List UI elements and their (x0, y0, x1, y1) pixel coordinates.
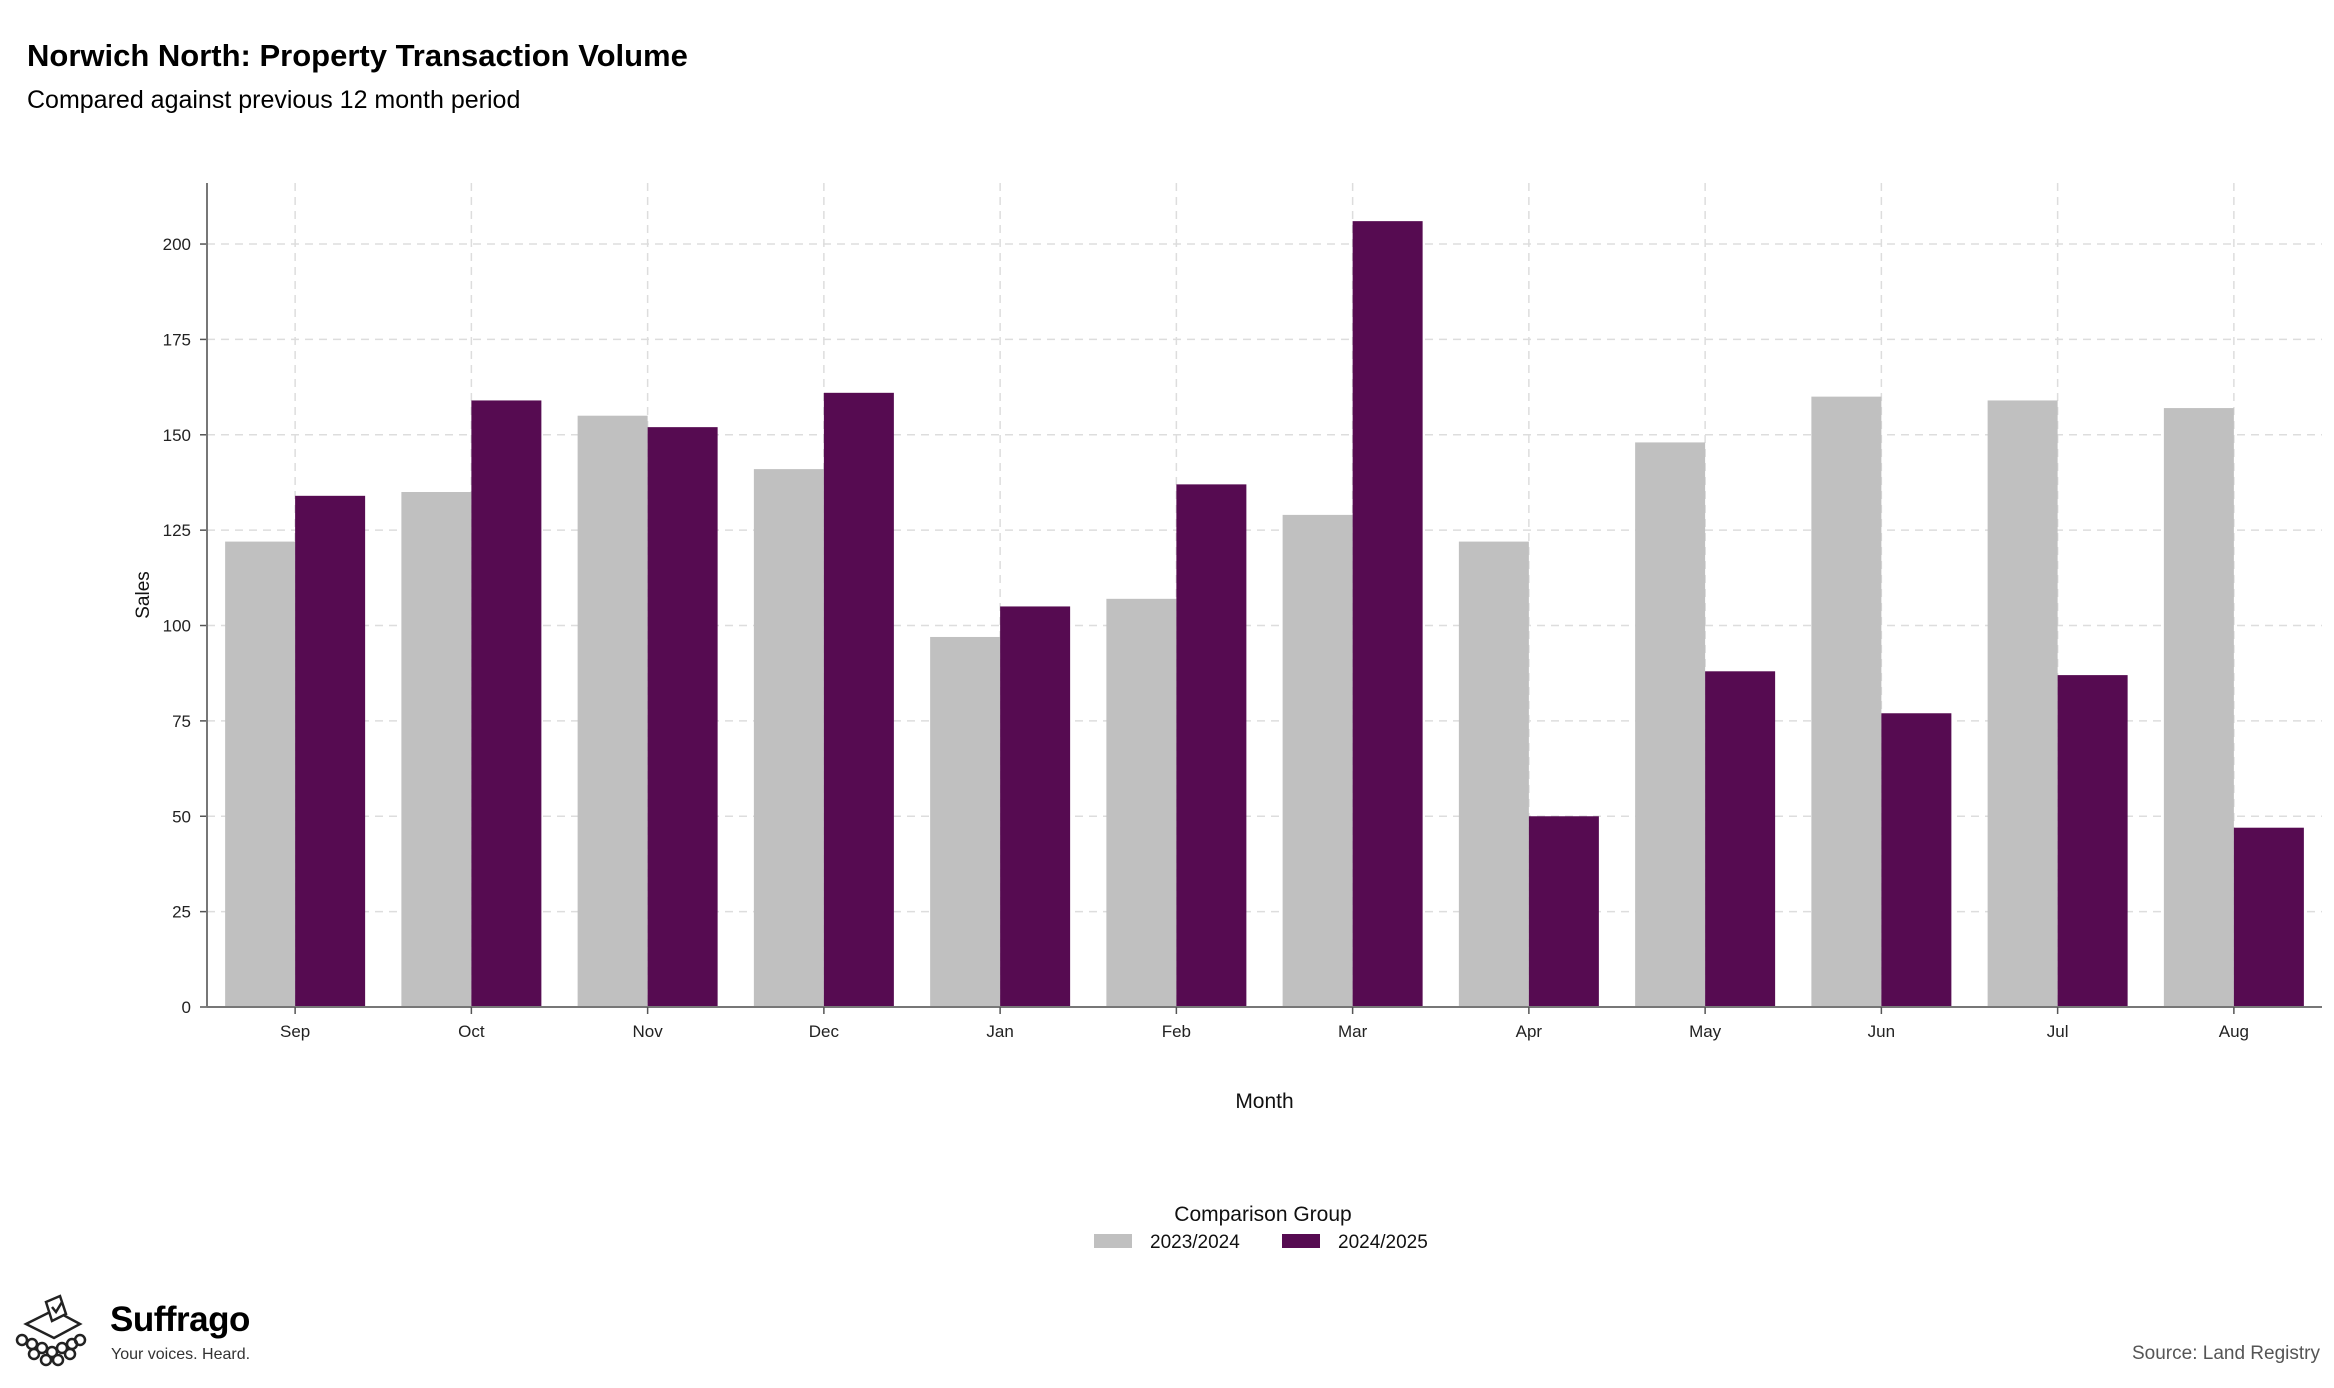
y-tick-label: 0 (182, 998, 191, 1017)
bar-2023-2024-apr (1458, 541, 1529, 1007)
bar-2024-2025-mar (1352, 221, 1423, 1008)
brand-name: Suffrago (110, 1300, 250, 1339)
chart-subtitle: Compared against previous 12 month perio… (27, 86, 521, 114)
bar-2024-2025-jul (2057, 675, 2128, 1007)
x-tick-label: Jan (986, 1022, 1013, 1041)
bar-2024-2025-jan (1000, 606, 1071, 1007)
bar-2023-2024-jun (1811, 396, 1882, 1007)
legend-label: 2023/2024 (1150, 1232, 1240, 1253)
x-tick-label: Nov (633, 1022, 664, 1041)
bar-2023-2024-dec (753, 469, 824, 1008)
bar-2023-2024-mar (1282, 514, 1353, 1007)
ballot-box-logo-icon (15, 1294, 87, 1367)
bar-2023-2024-nov (577, 415, 648, 1007)
y-axis-title: Sales (133, 571, 154, 619)
x-tick-label: Sep (280, 1022, 310, 1041)
brand-tagline: Your voices. Heard. (111, 1346, 251, 1363)
bar-2023-2024-feb (1106, 598, 1177, 1007)
bar-2023-2024-aug (2163, 408, 2234, 1007)
y-tick-label: 150 (163, 426, 191, 445)
y-tick-label: 100 (163, 617, 191, 636)
legend-label: 2024/2025 (1338, 1232, 1428, 1253)
x-tick-label: May (1689, 1022, 1722, 1041)
bar-2023-2024-jan (930, 636, 1001, 1007)
bar-2024-2025-jun (1881, 713, 1952, 1007)
bar-2024-2025-dec (823, 392, 894, 1007)
source-note: Source: Land Registry (2132, 1343, 2320, 1364)
legend-title: Comparison Group (1174, 1203, 1351, 1226)
x-tick-label: Jul (2047, 1022, 2069, 1041)
x-tick-label: Jun (1868, 1022, 1895, 1041)
x-tick-label: Feb (1162, 1022, 1191, 1041)
bar-2024-2025-apr (1528, 816, 1599, 1007)
bar-2023-2024-sep (225, 541, 296, 1007)
bar-2024-2025-feb (1176, 484, 1247, 1007)
y-tick-label: 175 (163, 330, 191, 349)
x-tick-label: Mar (1338, 1022, 1368, 1041)
bar-2023-2024-may (1635, 442, 1706, 1007)
y-tick-label: 50 (172, 807, 191, 826)
y-tick-label: 25 (172, 903, 191, 922)
y-tick-label: 200 (163, 235, 191, 254)
bar-2024-2025-oct (471, 400, 542, 1007)
legend-swatch (1282, 1234, 1320, 1248)
legend-swatch (1094, 1234, 1132, 1248)
x-tick-label: Dec (809, 1022, 840, 1041)
bar-2024-2025-nov (647, 427, 718, 1007)
bar-2024-2025-aug (2233, 827, 2304, 1007)
x-axis-title: Month (1235, 1090, 1293, 1113)
bar-2024-2025-may (1705, 671, 1776, 1007)
y-tick-label: 125 (163, 521, 191, 540)
bar-2023-2024-jul (1987, 400, 2058, 1007)
bar-2023-2024-oct (401, 492, 472, 1007)
bar-2024-2025-sep (295, 495, 366, 1007)
x-tick-label: Apr (1516, 1022, 1543, 1041)
x-tick-label: Oct (458, 1022, 485, 1041)
chart-title: Norwich North: Property Transaction Volu… (27, 38, 688, 73)
x-tick-label: Aug (2219, 1022, 2249, 1041)
y-tick-label: 75 (172, 712, 191, 731)
